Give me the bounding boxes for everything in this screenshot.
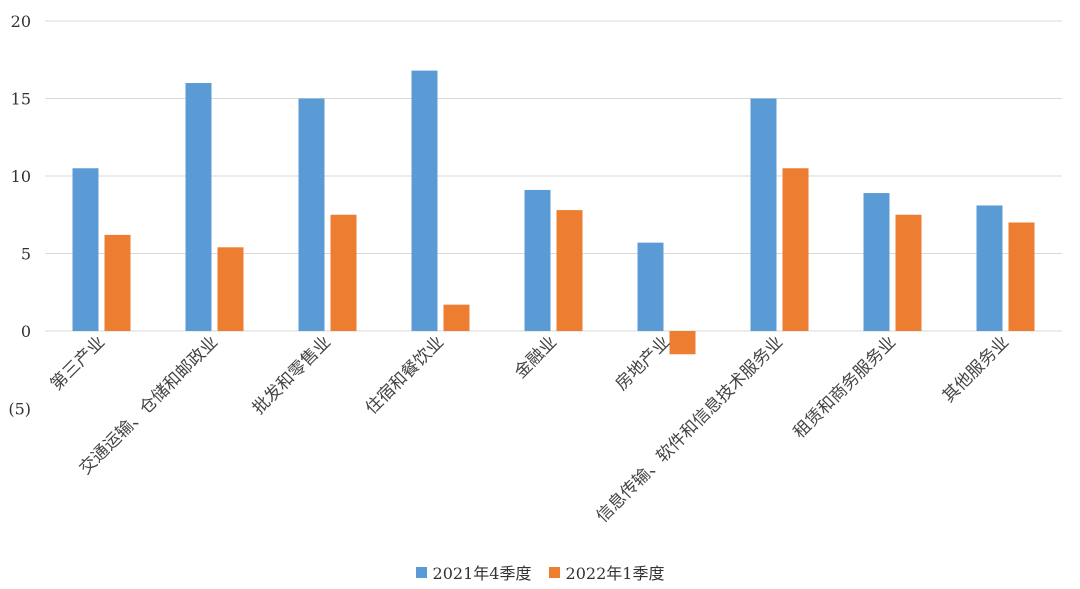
bar-series-2-2 bbox=[217, 247, 244, 331]
x-category-label: 第三产业 bbox=[47, 332, 109, 394]
bar-series-1-7 bbox=[750, 98, 777, 331]
y-tick-label: (5) bbox=[8, 400, 31, 419]
x-category-label: 批发和零售业 bbox=[249, 332, 335, 418]
x-category-label: 房地产业 bbox=[612, 332, 674, 394]
y-tick-label: 10 bbox=[11, 167, 31, 186]
bar-series-1-4 bbox=[411, 70, 438, 331]
legend: 2021年4季度 2022年1季度 bbox=[0, 560, 1080, 584]
bar-series-2-4 bbox=[443, 304, 470, 331]
y-tick-label: 0 bbox=[21, 322, 31, 341]
bar-series-1-3 bbox=[298, 98, 325, 331]
y-tick-label: 5 bbox=[21, 245, 31, 264]
x-category-label: 信息传输、软件和信息技术服务业 bbox=[593, 332, 787, 526]
legend-swatch-series-1 bbox=[415, 566, 427, 578]
bar-series-1-2 bbox=[185, 83, 212, 331]
legend-item-series-2: 2022年1季度 bbox=[548, 560, 665, 584]
bar-series-2-6 bbox=[669, 331, 696, 355]
x-category-label: 金融业 bbox=[511, 332, 561, 382]
legend-swatch-series-2 bbox=[548, 566, 560, 578]
bar-series-1-5 bbox=[524, 189, 551, 331]
bar-series-2-7 bbox=[782, 168, 809, 331]
bar-series-2-9 bbox=[1008, 222, 1035, 331]
bar-series-1-6 bbox=[637, 242, 664, 331]
bar-series-2-5 bbox=[556, 210, 583, 331]
legend-label-series-2: 2022年1季度 bbox=[565, 564, 665, 583]
x-category-label: 住宿和餐饮业 bbox=[362, 332, 448, 418]
x-category-label: 其他服务业 bbox=[939, 332, 1013, 406]
legend-label-series-1: 2021年4季度 bbox=[432, 564, 532, 583]
bar-series-2-8 bbox=[895, 214, 922, 331]
bar-series-1-8 bbox=[863, 193, 890, 331]
bar-series-2-1 bbox=[104, 234, 131, 331]
y-tick-label: 15 bbox=[11, 90, 31, 109]
legend-item-series-1: 2021年4季度 bbox=[415, 560, 532, 584]
bar-series-2-3 bbox=[330, 214, 357, 331]
bar-series-1-9 bbox=[976, 205, 1003, 331]
y-tick-label: 20 bbox=[11, 12, 31, 31]
bar-series-1-1 bbox=[72, 168, 99, 331]
x-category-label: 租赁和商务服务业 bbox=[790, 332, 900, 442]
